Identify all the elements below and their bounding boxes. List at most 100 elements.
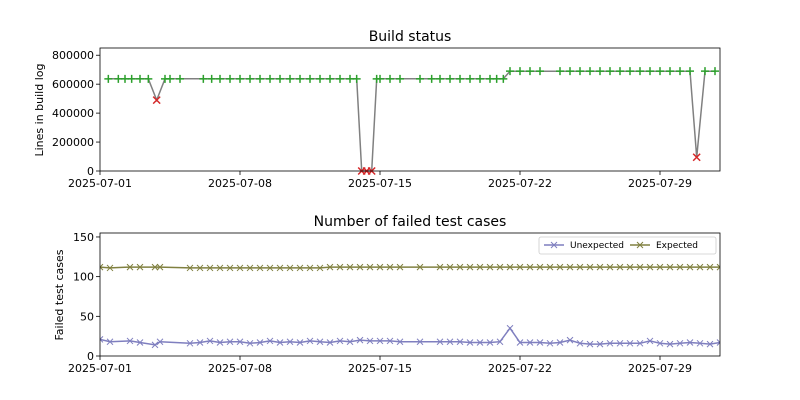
- data-point: [196, 339, 204, 346]
- data-point: [546, 339, 554, 347]
- y-tick-label: 150: [73, 231, 94, 244]
- x-axis: 2025-07-01 2025-07-08 2025-07-15 2025-07-22…: [68, 171, 692, 190]
- x-tick-label: 2025-07-22: [488, 362, 552, 375]
- chart-failed-tests: Number of failed test cases Failed test …: [53, 214, 721, 375]
- pass-marker: [236, 74, 244, 83]
- pass-marker: [656, 67, 664, 76]
- y-tick-label: 200000: [52, 136, 94, 149]
- data-point: [666, 340, 674, 348]
- data-point: [446, 263, 454, 271]
- series-line: [108, 70, 715, 172]
- data-point: [356, 263, 364, 271]
- fail-marker: [152, 96, 161, 105]
- data-point: [316, 264, 324, 272]
- x-tick-label: 2025-07-01: [68, 362, 132, 375]
- data-point: [616, 339, 624, 347]
- x-tick-label: 2025-07-29: [628, 362, 692, 375]
- data-point: [346, 263, 354, 271]
- data-point: [516, 339, 524, 346]
- data-point: [316, 338, 324, 346]
- data-point: [596, 263, 604, 271]
- data-point: [246, 339, 254, 347]
- data-point: [226, 264, 234, 272]
- data-point: [376, 337, 384, 345]
- data-point: [606, 339, 614, 347]
- data-point: [466, 263, 474, 271]
- data-point: [156, 263, 164, 271]
- data-point: [556, 263, 564, 271]
- pass-marker: [626, 67, 634, 76]
- data-point: [136, 263, 144, 271]
- data-point: [236, 264, 244, 272]
- data-point: [686, 339, 694, 346]
- data-point: [576, 263, 584, 271]
- data-point: [306, 337, 314, 345]
- data-point: [186, 264, 194, 272]
- data-point: [656, 263, 664, 271]
- pass-marker: [606, 67, 614, 76]
- pass-marker: [701, 67, 709, 76]
- data-point: [286, 338, 294, 346]
- pass-marker: [226, 74, 234, 83]
- data-point: [696, 339, 704, 347]
- data-point: [636, 339, 644, 347]
- data-point: [476, 263, 484, 271]
- pass-marker: [446, 74, 454, 83]
- data-point: [496, 338, 504, 346]
- data-point: [396, 338, 404, 346]
- data-point: [386, 337, 394, 345]
- series-line-unexpected: [100, 326, 720, 346]
- data-point: [566, 336, 574, 344]
- pass-marker: [144, 74, 153, 83]
- x-tick-label: 2025-07-22: [488, 177, 552, 190]
- pass-marker: [476, 74, 484, 83]
- data-point: [716, 263, 720, 271]
- y-tick-label: 600000: [52, 78, 94, 91]
- data-point: [151, 263, 159, 271]
- data-point: [676, 339, 684, 347]
- pass-marker: [711, 67, 719, 76]
- data-point: [306, 264, 314, 272]
- pass-marker: [286, 74, 294, 83]
- data-point: [366, 337, 374, 345]
- legend-label: Expected: [656, 241, 698, 251]
- pass-marker: [556, 67, 564, 76]
- x-tick-label: 2025-07-08: [208, 362, 272, 375]
- pass-marker: [326, 74, 334, 83]
- pass-marker: [266, 74, 274, 83]
- data-point: [646, 263, 654, 271]
- data-point: [206, 264, 214, 272]
- data-point: [476, 339, 484, 346]
- pass-marker: [536, 67, 544, 76]
- pass-marker: [646, 67, 654, 76]
- pass-marker: [416, 74, 424, 83]
- pass-marker: [296, 74, 304, 83]
- pass-marker: [276, 74, 284, 83]
- data-point: [456, 338, 464, 346]
- pass-marker: [114, 74, 123, 83]
- data-point: [256, 339, 264, 346]
- data-point: [336, 337, 344, 345]
- data-point: [526, 263, 534, 271]
- data-point: [386, 263, 394, 271]
- data-point: [486, 339, 494, 346]
- data-point: [276, 339, 284, 346]
- data-point: [136, 339, 144, 346]
- data-point: [186, 339, 194, 347]
- legend: Unexpected Expected: [538, 236, 717, 255]
- chart-build-status: Build status Lines in build log 0 200000 4…: [33, 29, 721, 190]
- y-tick-label: 100: [73, 271, 94, 284]
- data-point: [586, 340, 594, 348]
- data-point: [456, 263, 464, 271]
- data-point: [656, 339, 664, 347]
- pass-marker: [616, 67, 624, 76]
- chart-title: Number of failed test cases: [314, 214, 507, 230]
- data-point: [576, 339, 584, 347]
- data-point: [586, 263, 594, 271]
- pass-marker: [676, 67, 684, 76]
- data-point: [676, 263, 684, 271]
- data-point: [596, 340, 604, 348]
- data-point: [436, 338, 444, 346]
- plot-area: [104, 67, 719, 176]
